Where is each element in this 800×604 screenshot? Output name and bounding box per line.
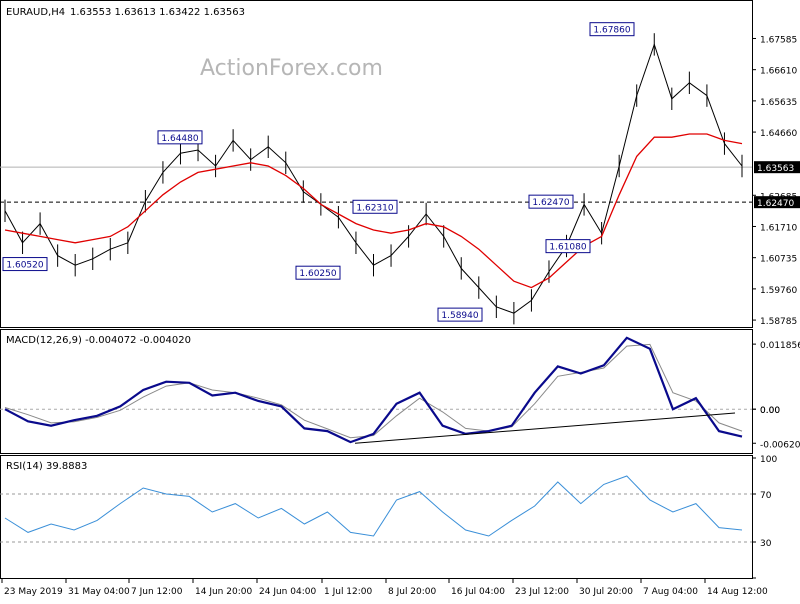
price-y-tick-label: 1.59760 [760, 286, 797, 296]
x-tick-label: 16 Jul 04:00 [451, 587, 505, 597]
rsi-title: RSI(14) 39.8883 [6, 461, 87, 472]
price-y-tick-label: 1.60735 [760, 255, 797, 265]
current-price-box [754, 161, 800, 174]
price-y-tick-label: 1.61710 [760, 223, 797, 233]
support-box [754, 196, 800, 209]
price-annotation-box [352, 199, 398, 214]
x-tick-label: 14 Aug 12:00 [707, 587, 768, 597]
price-y-tick-label: 1.65635 [760, 98, 797, 108]
price-annotation-label: 1.60520 [6, 261, 43, 271]
price-annotation-box [528, 194, 574, 209]
x-tick-label: 23 Jul 12:00 [515, 587, 569, 597]
price-y-tick-label: 1.67585 [760, 35, 797, 45]
price-y-tick-label: 1.66610 [760, 67, 797, 77]
macd-y-tick-label: 0.011856 [760, 341, 800, 351]
price-annotation-box [589, 22, 635, 37]
rsi-plot: 100 70 30 [0, 455, 777, 579]
macd-line [4, 336, 743, 444]
price-line [4, 42, 743, 314]
price-panel-frame [0, 0, 753, 328]
x-tick-label: 24 Jun 04:00 [259, 587, 316, 597]
price-annotation-label: 1.61080 [549, 243, 586, 253]
price-y-tick-label: 1.58785 [760, 317, 797, 327]
price-annotation-label: 1.64480 [161, 134, 198, 144]
macd-y-tick-label: -0.006206 [760, 440, 800, 450]
ohlc-readout: 1.63553 1.63613 1.63422 1.63563 [70, 7, 245, 18]
x-tick-label: 30 Jul 20:00 [579, 587, 633, 597]
rsi-y-tick-label: 100 [760, 455, 777, 465]
x-tick-label: 7 Jun 12:00 [131, 587, 183, 597]
macd-trendline [354, 412, 736, 444]
x-tick-label: 23 May 2019 [4, 587, 63, 597]
chart-symbol: EURAUD,H4 [6, 7, 65, 18]
rsi-y-tick-label: 30 [760, 539, 772, 549]
macd-panel-frame [0, 329, 753, 454]
watermark: ActionForex.com [200, 56, 383, 81]
rsi-line [4, 475, 743, 537]
x-axis: 23 May 2019 31 May 04:00 7 Jun 12:00 14 Jun… [1, 578, 768, 597]
price-annotation-box [157, 130, 203, 145]
price-annotation-box [295, 265, 341, 280]
macd-title: MACD(12,26,9) -0.004072 -0.004020 [6, 335, 191, 346]
price-annotation-label: 1.62470 [532, 198, 569, 208]
x-tick-label: 31 May 04:00 [68, 587, 130, 597]
price-annotation-label: 1.60250 [299, 269, 336, 279]
macd-signal-line [4, 343, 743, 439]
price-annotation-box [2, 257, 48, 272]
moving-average-line [4, 133, 743, 289]
macd-y-tick-label: 0.00 [760, 406, 780, 416]
price-annotation-label: 1.67860 [593, 26, 630, 36]
rsi-y-tick-label: 70 [760, 491, 772, 501]
price-plot: 1.675851.666101.656351.646601.626851.617… [0, 22, 800, 327]
x-tick-label: 14 Jun 20:00 [195, 587, 252, 597]
rsi-panel-frame [0, 455, 753, 579]
price-annotation-box [437, 307, 483, 322]
x-tick-label: 7 Aug 04:00 [643, 587, 698, 597]
macd-y-tick-label: 0.00 [760, 406, 780, 416]
price-y-tick-label: 1.64660 [760, 129, 797, 139]
price-annotation-box [545, 239, 591, 254]
price-annotation-label: 1.58940 [441, 311, 478, 321]
x-tick-label: 1 Jul 12:00 [324, 587, 373, 597]
price-annotation-label: 1.62310 [356, 203, 393, 213]
current-price-label: 1.63563 [757, 164, 794, 174]
x-tick-label: 8 Jul 20:00 [388, 587, 437, 597]
support-label: 1.62470 [757, 199, 794, 209]
